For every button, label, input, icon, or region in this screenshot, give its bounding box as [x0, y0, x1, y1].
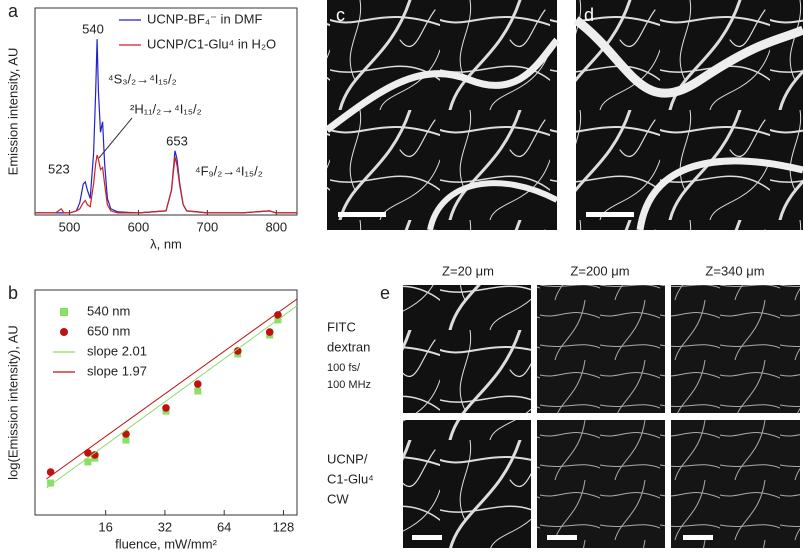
column-header: Z=20 μm: [442, 263, 494, 278]
vessel: [573, 16, 803, 98]
column-header: Z=340 μm: [705, 263, 764, 278]
annotation: 653: [166, 133, 188, 148]
legend-label: slope 1.97: [87, 363, 147, 378]
marker: [84, 458, 92, 466]
panel-label: b: [8, 283, 18, 303]
legend-label: 540 nm: [87, 303, 130, 318]
axes-frame: [34, 289, 298, 516]
legend-label: UCNP-BF₄⁻ in DMF: [147, 11, 263, 26]
image: [403, 420, 531, 548]
scale-bar: [338, 212, 386, 217]
image: [671, 285, 800, 413]
series-line: [35, 39, 297, 214]
row-label: FITC: [327, 319, 356, 334]
chart: a 500 600 700 800 λ, nm Emission intensity, AU…: [5, 1, 298, 251]
legend-swatch: [60, 328, 68, 336]
row-sublabel: 100 MHz: [327, 379, 371, 391]
panel-c: c: [324, 0, 560, 231]
panel-label: d: [584, 5, 594, 25]
y-axis-label: Emission intensity, AU: [5, 48, 20, 176]
column-header: Z=200 μm: [570, 263, 629, 278]
axes-frame: [34, 7, 298, 216]
scale-bar: [547, 535, 577, 540]
row-label: C1-Glu⁴: [327, 471, 374, 486]
panel-label: c: [336, 5, 345, 25]
x-tick-label: 32: [158, 519, 172, 534]
marker: [91, 451, 99, 459]
marker: [233, 347, 242, 355]
row-sublabel: 100 fs/: [327, 362, 361, 374]
vessel: [636, 157, 803, 231]
leader-line: [98, 117, 133, 159]
marker: [162, 404, 170, 412]
panel-label: a: [8, 1, 19, 21]
image: [327, 0, 557, 230]
marker: [265, 328, 274, 336]
x-axis-label: λ, nm: [150, 236, 182, 251]
annotation: ⁴F₉/₂→⁴I₁₅/₂: [195, 163, 263, 178]
legend-label: slope 2.01: [87, 343, 147, 358]
fit-line: [46, 305, 298, 489]
x-tick-label: 64: [217, 519, 231, 534]
annotation: ²H₁₁/₂→⁴I₁₅/₂: [130, 101, 202, 116]
marker: [47, 479, 55, 487]
image: [537, 420, 665, 548]
marker: [122, 430, 130, 438]
legend-label: UCNP/C1-Glu⁴ in H₂O: [147, 36, 276, 51]
legend-label: 650 nm: [87, 323, 130, 338]
marker: [274, 311, 282, 319]
panel-d: d: [573, 0, 803, 231]
scale-bar: [683, 535, 713, 540]
x-tick-label: 500: [59, 219, 81, 234]
chart: b 16 32 64 128 fluence, mW/mm² log(Emission in…: [5, 283, 298, 551]
x-tick-label: 128: [273, 519, 295, 534]
image: [537, 285, 665, 413]
image: [403, 285, 531, 413]
x-tick-label: 16: [98, 519, 112, 534]
image: [671, 420, 800, 548]
x-tick-label: 600: [128, 219, 150, 234]
fit-line: [46, 298, 298, 480]
scale-bar: [586, 212, 634, 217]
image: [576, 0, 803, 230]
marker: [122, 436, 130, 444]
x-tick-label: 800: [265, 219, 287, 234]
series-line: [35, 154, 297, 214]
legend-swatch: [60, 308, 68, 316]
marker: [46, 468, 55, 476]
annotation: 540: [82, 21, 104, 36]
annotation: 523: [48, 161, 70, 176]
vessel: [324, 37, 560, 133]
x-tick-label: 700: [197, 219, 219, 234]
marker: [193, 380, 202, 388]
x-axis-label: fluence, mW/mm²: [115, 536, 218, 551]
vessel: [427, 180, 559, 231]
panel-e: e Z=20 μm Z=200 μm Z=340 μm FITC dextran…: [327, 263, 800, 548]
marker: [194, 387, 202, 395]
y-axis-label: log(Emission intensity), AU: [5, 325, 20, 480]
panel-label: e: [380, 283, 390, 303]
annotation: ⁴S₃/₂→⁴I₁₅/₂: [108, 71, 177, 86]
row-label: dextran: [327, 339, 370, 354]
row-sublabel: CW: [327, 491, 349, 506]
scale-bar: [412, 535, 442, 540]
row-label: UCNP/: [327, 451, 368, 466]
